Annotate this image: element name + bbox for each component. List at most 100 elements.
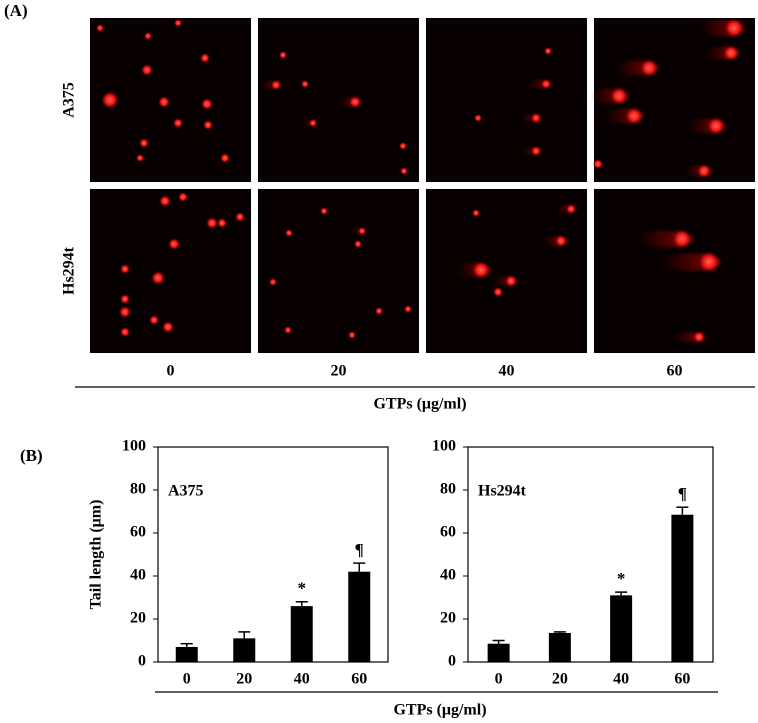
image-background [258, 18, 419, 182]
column-label: 0 [167, 363, 175, 380]
comet-head [309, 119, 317, 127]
comet-head [279, 51, 287, 59]
row-label: Hs294t [61, 246, 78, 295]
comet-head [375, 307, 383, 315]
significance-mark: * [298, 579, 307, 598]
comet-head [698, 251, 720, 273]
comet-head [151, 271, 165, 285]
comet-head [640, 59, 658, 77]
comet-head [271, 80, 281, 90]
comet-head [158, 96, 170, 108]
comet-image [426, 189, 587, 353]
comet-image [258, 18, 419, 182]
comet-head [149, 315, 159, 325]
comet-head [493, 287, 503, 297]
comet-head [220, 153, 230, 163]
comet-head [96, 24, 104, 32]
y-tick-label: 40 [130, 567, 146, 584]
x-tick-label: 20 [552, 671, 568, 688]
comet-head [174, 19, 182, 27]
comet-head [505, 275, 517, 287]
comet-head [217, 218, 227, 228]
x-tick-label: 40 [294, 671, 310, 688]
y-tick-label: 60 [130, 524, 146, 541]
plot-frame [157, 446, 389, 663]
image-background [426, 189, 587, 353]
comet-head [693, 331, 705, 343]
comet-head [139, 138, 149, 148]
bar [671, 514, 694, 662]
significance-mark: ¶ [355, 540, 364, 559]
comet-image [594, 189, 755, 353]
comet-head [544, 47, 552, 55]
comet-head [120, 327, 130, 337]
comet-head [173, 118, 183, 128]
bar [487, 643, 510, 662]
comet-head [285, 229, 293, 237]
x-axis-title: GTPs (μg/ml) [393, 702, 486, 719]
comet-head [159, 195, 171, 207]
y-tick-label: 100 [122, 438, 146, 455]
comet-head [101, 91, 119, 109]
comet-head [144, 32, 152, 40]
y-tick-label: 40 [440, 567, 456, 584]
x-tick-label: 0 [495, 671, 503, 688]
comet-image [426, 18, 587, 182]
y-tick-label: 60 [440, 524, 456, 541]
comet-head [162, 321, 174, 333]
x-tick-label: 60 [674, 671, 690, 688]
panel-label: (B) [20, 446, 43, 465]
x-tick-label: 40 [613, 671, 629, 688]
comet-head [348, 331, 356, 339]
x-tick-label: 60 [351, 671, 367, 688]
column-label: 60 [667, 363, 683, 380]
comet-head [672, 229, 692, 249]
comet-head [400, 167, 408, 175]
comet-head [206, 217, 218, 229]
comet-head [566, 204, 576, 214]
significance-mark: ¶ [678, 484, 687, 503]
chart-title: Hs294t [478, 483, 527, 500]
comet-head [723, 45, 739, 61]
comet-head [472, 209, 480, 217]
comet-head [178, 192, 188, 202]
comet-head [201, 98, 213, 110]
comet-head [399, 142, 407, 150]
image-background [426, 18, 587, 182]
comet-head [320, 207, 328, 215]
image-background [258, 189, 419, 353]
column-label: 20 [331, 363, 347, 380]
column-label: 40 [499, 363, 515, 380]
comet-head [269, 278, 277, 286]
y-tick-label: 0 [138, 653, 146, 670]
comet-head [474, 114, 482, 122]
bar [233, 638, 256, 662]
comet-head [593, 159, 603, 169]
y-axis-title: Tail length (μm) [88, 500, 105, 610]
comet-image [90, 189, 251, 353]
comet-image [258, 189, 419, 353]
y-tick-label: 80 [440, 481, 456, 498]
comet-head [120, 294, 130, 304]
comet-head [284, 326, 292, 334]
comet-head [235, 212, 245, 222]
comet-head [200, 53, 210, 63]
y-tick-label: 100 [432, 438, 456, 455]
panel-label: (A) [4, 1, 28, 20]
plot-frame [467, 446, 714, 663]
comet-head [119, 306, 131, 318]
comet-head [697, 164, 711, 178]
comet-image [590, 18, 755, 182]
bar [290, 606, 313, 662]
bar [175, 646, 198, 662]
comet-image [90, 18, 251, 182]
comet-head [141, 64, 153, 76]
comet-head [555, 235, 567, 247]
y-tick-label: 20 [440, 610, 456, 627]
chart-title: A375 [168, 483, 204, 500]
y-tick-label: 80 [130, 481, 146, 498]
comet-head [472, 261, 490, 279]
comet-head [354, 240, 362, 248]
comet-head [625, 107, 643, 125]
